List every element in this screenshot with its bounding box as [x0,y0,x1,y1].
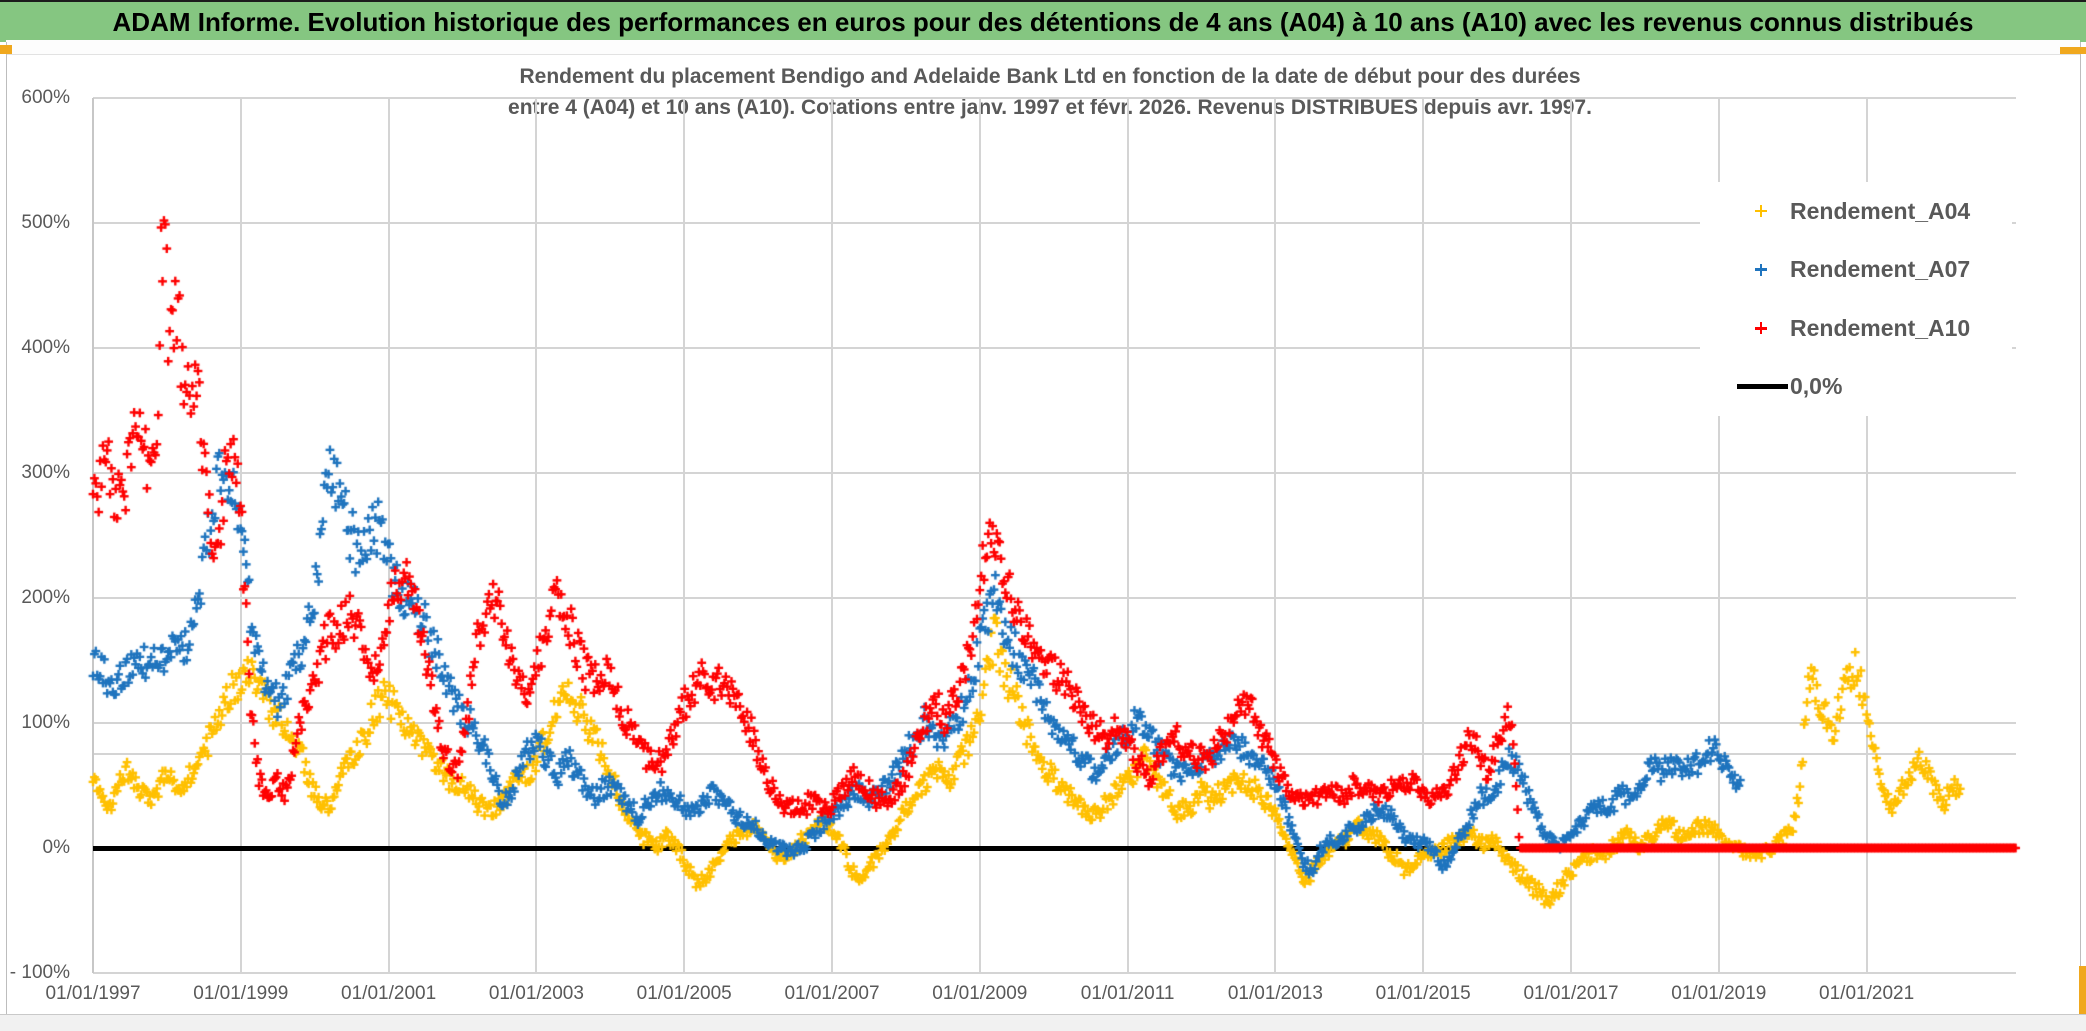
bottom-scrollbar [0,1014,2086,1031]
